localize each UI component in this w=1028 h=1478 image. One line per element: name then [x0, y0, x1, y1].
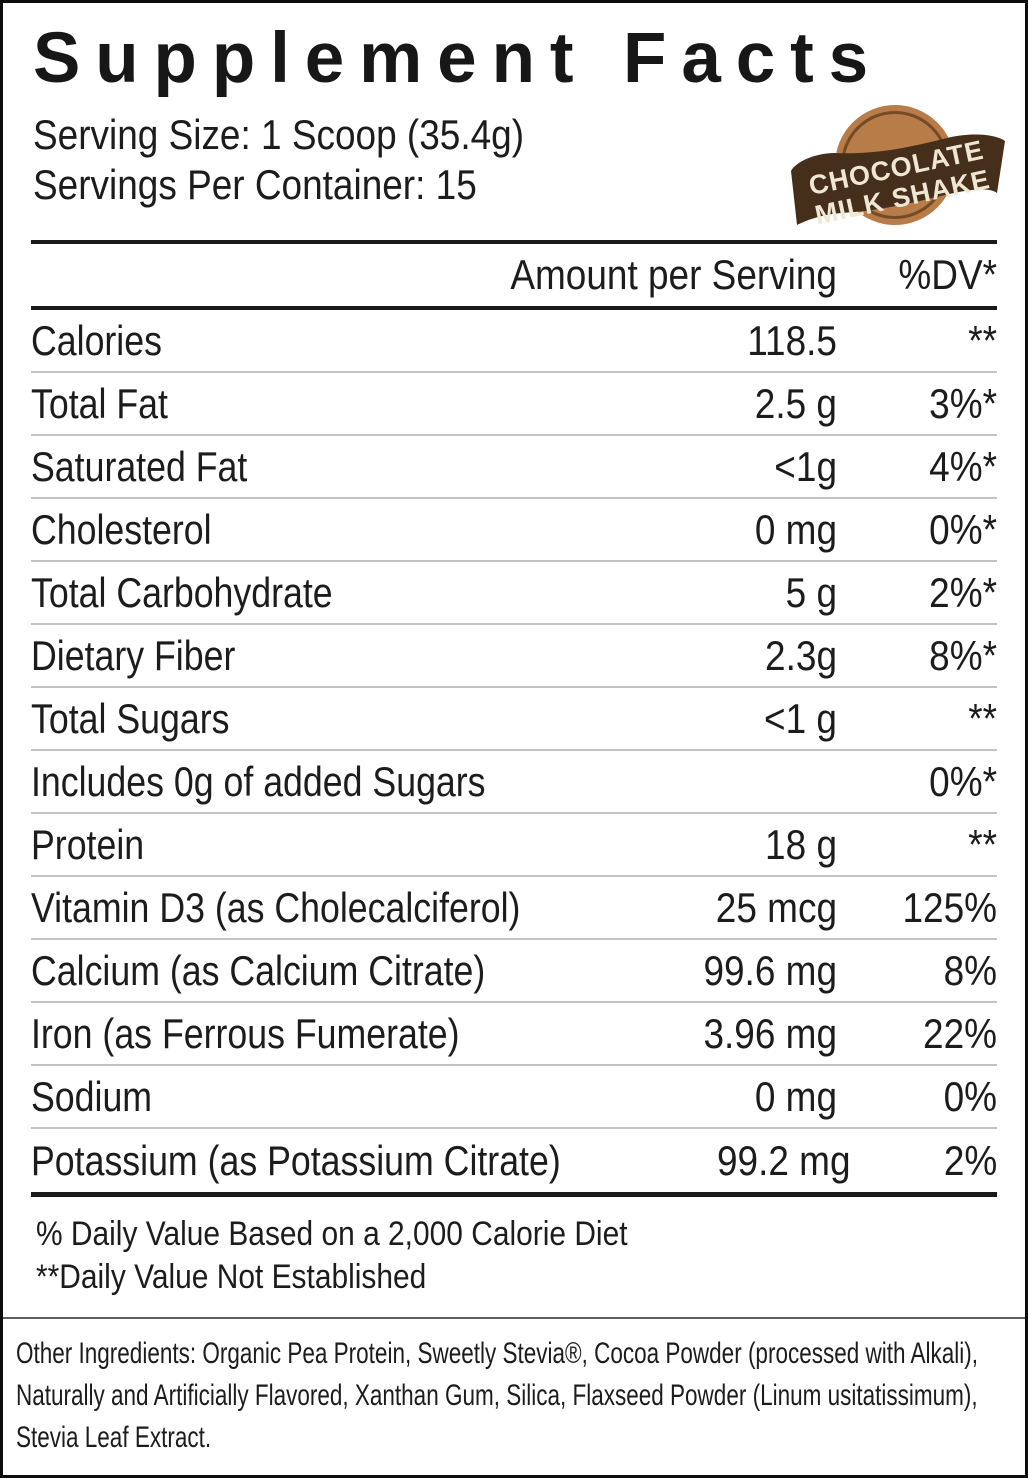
footnote-dv-not-established: **Daily Value Not Established — [36, 1258, 427, 1296]
label-header: Supplement Facts Serving Size: 1 Scoop (… — [3, 3, 1025, 230]
nutrient-dv: 0% — [943, 1072, 997, 1120]
nutrient-dv: ** — [968, 316, 997, 364]
nutrient-dv: 8%* — [929, 631, 997, 679]
nutrient-name: Includes 0g of added Sugars — [31, 757, 486, 805]
nutrient-amount: 18 g — [765, 820, 837, 868]
serving-info: Serving Size: 1 Scoop (35.4g) Servings P… — [33, 110, 995, 210]
nutrient-dv: 8% — [943, 946, 997, 994]
nutrient-dv: 4%* — [929, 442, 997, 490]
nutrient-dv: 3%* — [929, 379, 997, 427]
table-row: Calories 118.5 ** — [31, 310, 997, 373]
table-row: Saturated Fat <1g 4%* — [31, 436, 997, 499]
nutrient-amount: 25 mcg — [715, 883, 837, 931]
footnotes: % Daily Value Based on a 2,000 Calorie D… — [3, 1197, 1025, 1299]
ribbon-banner-icon: CHOCOLATE MILK SHAKE — [791, 134, 1005, 230]
footnote-dv-basis: % Daily Value Based on a 2,000 Calorie D… — [36, 1215, 628, 1253]
servings-per-container: Servings Per Container: 15 — [33, 161, 477, 208]
nutrient-name: Calories — [31, 316, 162, 364]
nutrient-name: Total Carbohydrate — [31, 568, 333, 616]
nutrient-name: Potassium (as Potassium Citrate) — [31, 1136, 561, 1184]
flavor-badge: CHOCOLATE MILK SHAKE — [783, 95, 1011, 243]
page-title: Supplement Facts — [33, 19, 884, 98]
other-ingredients-section: Other Ingredients: Organic Pea Protein, … — [3, 1319, 1025, 1459]
table-row: Calcium (as Calcium Citrate) 99.6 mg 8% — [31, 940, 997, 1003]
nutrient-name: Sodium — [31, 1072, 153, 1120]
nutrient-dv: 0%* — [929, 757, 997, 805]
column-header-amount: Amount per Serving — [510, 251, 837, 298]
nutrient-dv: 2% — [943, 1136, 997, 1184]
nutrient-amount: 2.5 g — [754, 379, 837, 427]
nutrient-name: Protein — [31, 820, 145, 868]
nutrient-amount: 0 mg — [754, 505, 837, 553]
nutrient-dv: 0%* — [929, 505, 997, 553]
table-row: Vitamin D3 (as Cholecalciferol) 25 mcg 1… — [31, 877, 997, 940]
nutrient-amount: 3.96 mg — [703, 1009, 837, 1057]
column-header-dv: %DV* — [898, 251, 997, 298]
other-ingredients-text: Other Ingredients: Organic Pea Protein, … — [16, 1337, 979, 1454]
nutrient-name: Calcium (as Calcium Citrate) — [31, 946, 486, 994]
nutrient-name: Vitamin D3 (as Cholecalciferol) — [31, 883, 521, 931]
nutrient-amount: 0 mg — [754, 1072, 837, 1120]
nutrient-amount: 118.5 — [747, 316, 837, 364]
table-row: Sodium 0 mg 0% — [31, 1066, 997, 1129]
nutrient-amount: 99.2 mg — [717, 1136, 851, 1184]
table-header-row: Amount per Serving %DV* — [31, 244, 997, 310]
nutrient-amount: <1 g — [764, 694, 837, 742]
nutrition-table: Amount per Serving %DV* Calories 118.5 *… — [31, 240, 997, 1197]
nutrient-dv: 22% — [923, 1009, 997, 1057]
nutrient-dv: ** — [968, 820, 997, 868]
table-row: Potassium (as Potassium Citrate) 99.2 mg… — [31, 1129, 997, 1192]
nutrient-amount: 2.3g — [765, 631, 837, 679]
nutrient-name: Total Sugars — [31, 694, 230, 742]
nutrient-name: Total Fat — [31, 379, 168, 427]
nutrient-name: Iron (as Ferrous Fumerate) — [31, 1009, 460, 1057]
nutrient-rows: Calories 118.5 ** Total Fat 2.5 g 3%* Sa… — [31, 310, 997, 1192]
table-row: Protein 18 g ** — [31, 814, 997, 877]
divider — [3, 1317, 1025, 1319]
table-row: Iron (as Ferrous Fumerate) 3.96 mg 22% — [31, 1003, 997, 1066]
nutrient-amount: <1g — [774, 442, 837, 490]
nutrient-dv: 125% — [902, 883, 997, 931]
table-row: Cholesterol 0 mg 0%* — [31, 499, 997, 562]
table-row: Dietary Fiber 2.3g 8%* — [31, 625, 997, 688]
nutrient-dv: ** — [968, 694, 997, 742]
table-row: Total Fat 2.5 g 3%* — [31, 373, 997, 436]
table-row: Total Sugars <1 g ** — [31, 688, 997, 751]
table-row: Includes 0g of added Sugars 0%* — [31, 751, 997, 814]
nutrient-name: Saturated Fat — [31, 442, 248, 490]
nutrient-dv: 2%* — [929, 568, 997, 616]
nutrient-amount: 99.6 mg — [703, 946, 837, 994]
nutrient-name: Cholesterol — [31, 505, 212, 553]
nutrient-name: Dietary Fiber — [31, 631, 236, 679]
nutrient-amount: 5 g — [785, 568, 837, 616]
table-row: Total Carbohydrate 5 g 2%* — [31, 562, 997, 625]
serving-size: Serving Size: 1 Scoop (35.4g) — [33, 111, 525, 158]
